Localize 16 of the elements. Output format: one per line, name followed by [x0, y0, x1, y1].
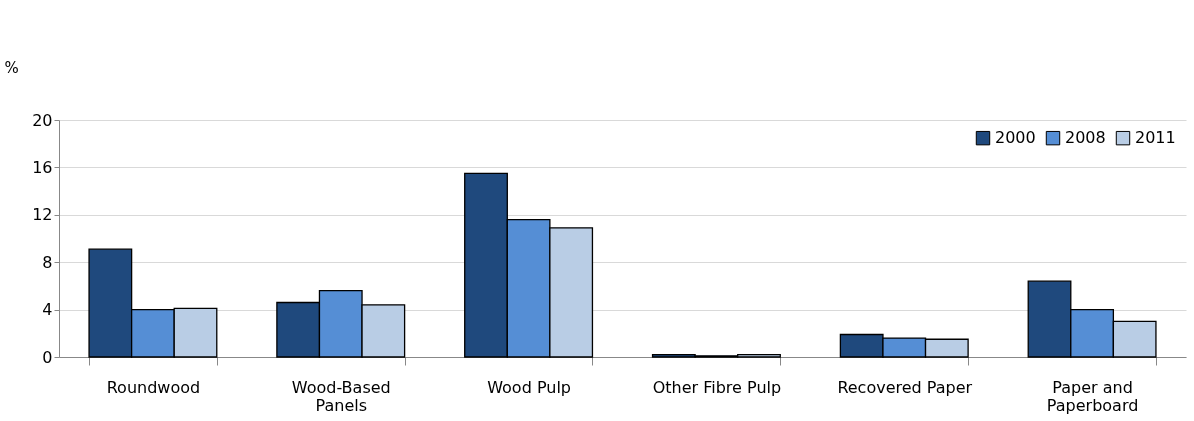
y-tick-label: 20 [32, 110, 53, 130]
legend-label: 2008 [1065, 128, 1106, 148]
x-tick-label: Recovered Paper [837, 377, 973, 397]
y-tick-label: 12 [32, 205, 53, 225]
x-tick-label: Other Fibre Pulp [652, 377, 782, 397]
y-tick-label: 0 [42, 347, 53, 367]
y-tick-label: 16 [32, 157, 53, 177]
legend-label: 2000 [995, 128, 1036, 148]
x-tick-label: Paper and Paperboard [1046, 377, 1139, 415]
legend-label: 2011 [1135, 128, 1176, 148]
y-tick-label: 4 [42, 300, 53, 320]
x-tick-label: Wood-Based Panels [291, 377, 391, 415]
y-axis-title: % [4, 58, 19, 77]
x-tick-label: Wood Pulp [487, 377, 571, 397]
y-tick-label: 8 [42, 252, 53, 272]
x-tick-label: Roundwood [106, 377, 201, 397]
